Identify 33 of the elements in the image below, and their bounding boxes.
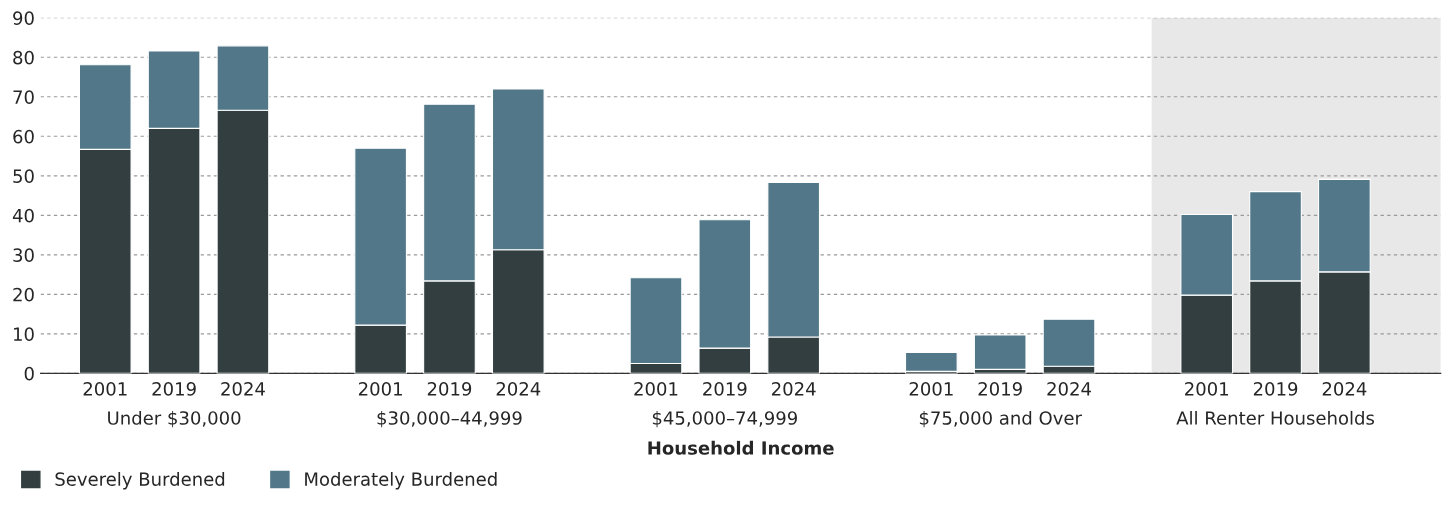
text: All Renter Households [1176, 410, 1375, 425]
y-tick-label: 0 [24, 366, 34, 381]
x-tick-label: 2019 [427, 382, 472, 396]
text: $30,000–44,999 [377, 410, 522, 428]
legend-label: Severely Burdened [55, 471, 225, 490]
x-tick-label: 2001 [634, 382, 678, 396]
x-tick-label: 2001 [358, 382, 402, 396]
x-tick-label: 2024 [221, 382, 265, 396]
x-tick-label: 2024 [496, 382, 541, 396]
x-tick-label: 2024 [1322, 382, 1367, 396]
text: $75,000 and Over [919, 410, 1082, 428]
x-axis-title: Household Income [648, 440, 834, 455]
y-tick-label: 60 [13, 129, 34, 144]
x-tick-label: 2001 [909, 382, 953, 396]
x-tick-label: 2019 [1253, 382, 1298, 396]
x-tick-label: 2001 [83, 382, 127, 396]
y-tick-label: 80 [13, 50, 34, 65]
y-tick-label: 10 [14, 327, 34, 341]
y-tick-label: 70 [13, 90, 34, 104]
y-tick-label: 90 [13, 11, 34, 25]
x-tick-label: 2019 [978, 382, 1022, 396]
x-tick-label: 2019 [703, 382, 747, 396]
x-tick-label: 2001 [1185, 382, 1229, 396]
x-tick-label: 2019 [152, 382, 196, 396]
y-tick-label: 50 [13, 169, 34, 183]
x-tick-label: 2024 [772, 382, 816, 396]
y-tick-label: 20 [13, 287, 34, 302]
x-tick-label: 2024 [1047, 382, 1091, 396]
y-tick-label: 30 [13, 248, 34, 262]
legend-label: Moderately Burdened [305, 471, 497, 490]
text: Under $30,000 [108, 410, 241, 428]
text: $45,000–74,999 [652, 410, 797, 428]
y-tick-label: 40 [12, 208, 34, 223]
